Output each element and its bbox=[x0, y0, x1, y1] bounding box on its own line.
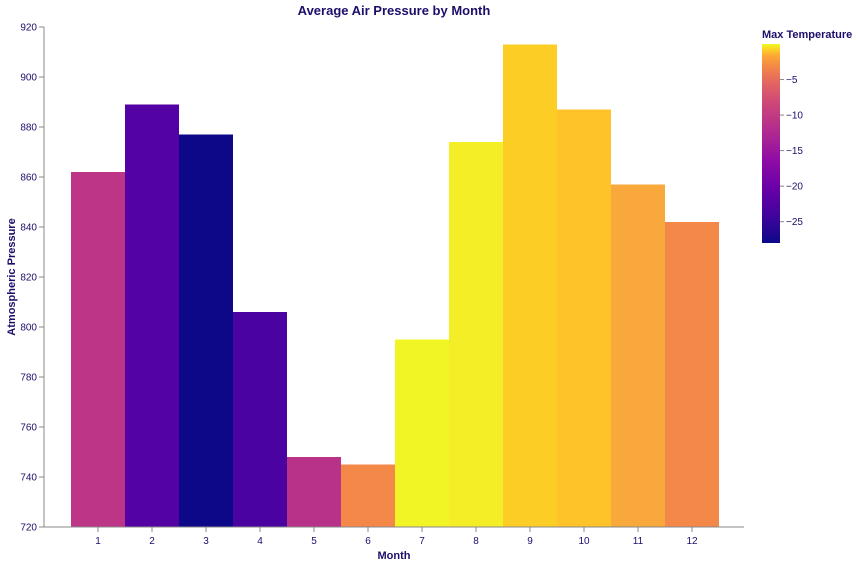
x-tick-label: 5 bbox=[311, 536, 317, 547]
x-tick-label: 12 bbox=[686, 536, 698, 547]
x-tick-label: 3 bbox=[203, 536, 209, 547]
y-tick-label: 860 bbox=[20, 173, 37, 184]
x-tick-label: 11 bbox=[633, 536, 644, 547]
x-tick-label: 6 bbox=[365, 536, 371, 547]
y-axis: 720 740 760 780 800 820 840 860 880 900 920 bbox=[20, 23, 44, 534]
y-tick-label: 840 bbox=[20, 223, 37, 234]
bar-month-4 bbox=[233, 312, 287, 527]
y-tick-label: 720 bbox=[20, 523, 37, 534]
legend-tick-label: −20 bbox=[786, 182, 803, 193]
bar-month-1 bbox=[71, 172, 125, 527]
x-axis: 1 2 3 4 5 6 7 8 9 10 11 12 bbox=[95, 527, 698, 547]
colorbar bbox=[762, 44, 780, 243]
x-tick-label: 2 bbox=[149, 536, 155, 547]
y-tick-label: 740 bbox=[20, 473, 37, 484]
color-legend: Max Temperature −5 −10 −15 −20 −25 bbox=[762, 29, 852, 243]
bar-month-7 bbox=[395, 339, 449, 527]
legend-tick-label: −5 bbox=[786, 75, 798, 86]
x-tick-label: 7 bbox=[419, 536, 425, 547]
bar-month-2 bbox=[125, 104, 179, 527]
bar-month-5 bbox=[287, 457, 341, 527]
y-tick-label: 800 bbox=[20, 323, 37, 334]
legend-title: Max Temperature bbox=[762, 29, 852, 41]
bar-month-12 bbox=[665, 222, 719, 527]
bar-month-6 bbox=[341, 464, 395, 527]
bar-month-11 bbox=[611, 184, 665, 527]
bar-month-9 bbox=[503, 44, 557, 527]
chart-title: Average Air Pressure by Month bbox=[298, 3, 491, 18]
bar-month-10 bbox=[557, 109, 611, 527]
y-tick-label: 880 bbox=[20, 123, 37, 134]
y-tick-label: 760 bbox=[20, 423, 37, 434]
y-tick-label: 780 bbox=[20, 373, 37, 384]
x-tick-label: 1 bbox=[95, 536, 101, 547]
legend-ticks: −5 −10 −15 −20 −25 bbox=[780, 75, 803, 228]
x-tick-label: 8 bbox=[473, 536, 479, 547]
bar-month-8 bbox=[449, 142, 503, 527]
y-tick-label: 920 bbox=[20, 23, 37, 34]
legend-tick-label: −25 bbox=[786, 217, 803, 228]
bars-group bbox=[71, 44, 719, 527]
y-tick-label: 900 bbox=[20, 73, 37, 84]
legend-tick-label: −15 bbox=[786, 146, 803, 157]
bar-month-3 bbox=[179, 134, 233, 527]
legend-tick-label: −10 bbox=[786, 111, 803, 122]
y-tick-label: 820 bbox=[20, 273, 37, 284]
x-tick-label: 9 bbox=[527, 536, 533, 547]
x-tick-label: 4 bbox=[257, 536, 263, 547]
y-axis-title: Atmospheric Pressure bbox=[6, 218, 18, 335]
x-tick-label: 10 bbox=[578, 536, 590, 547]
x-axis-title: Month bbox=[378, 550, 411, 562]
